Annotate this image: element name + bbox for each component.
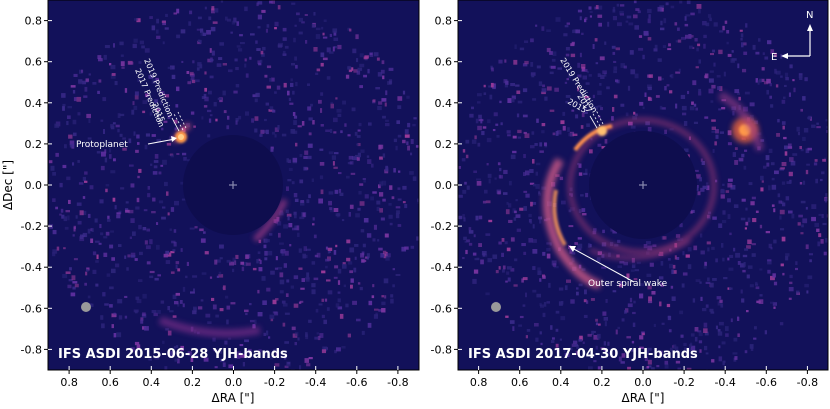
right-protoplanet-blob [597,126,607,136]
y-tick-label: -0.4 [21,261,42,274]
x-tick-label: 0.4 [143,376,161,389]
right-xlabel: ΔRA ["] [622,391,665,405]
left-xlabel: ΔRA ["] [212,391,255,405]
right-spiral-label: Outer spiral wake [588,279,668,289]
y-tick-label: -0.8 [21,343,42,356]
left-beam-circle [81,302,91,312]
y-tick-label: 0.2 [435,138,453,151]
y-tick-label: 0.6 [25,56,43,69]
y-tick-label: -0.6 [21,302,42,315]
right-beam-circle [491,302,501,312]
y-tick-label: 0.6 [435,56,453,69]
right-panel: Outer spiral wake 2019 Prediction 2017 2… [431,0,830,405]
y-tick-label: 0.0 [25,179,43,192]
x-tick-label: 0.6 [511,376,529,389]
y-tick-label: 0.4 [435,97,453,110]
y-tick-label: -0.2 [431,220,452,233]
x-tick-label: -0.6 [346,376,367,389]
x-tick-label: -0.8 [387,376,408,389]
left-ylabel: ΔDec ["] [1,160,15,210]
y-tick-label: 0.2 [25,138,43,151]
left-panel: Protoplanet 2019 Prediction 2017 Predict… [1,0,421,405]
x-tick-label: 0.0 [225,376,243,389]
compass-east-label: E [771,52,777,63]
x-tick-label: 0.8 [60,376,78,389]
right-panel-title: IFS ASDI 2017-04-30 YJH-bands [468,347,698,362]
x-tick-label: -0.2 [673,376,694,389]
compass-north-label: N [806,10,813,21]
x-tick-label: 0.8 [470,376,488,389]
y-tick-label: -0.6 [431,302,452,315]
y-tick-label: -0.2 [21,220,42,233]
y-tick-label: 0.0 [435,179,453,192]
x-tick-label: 0.6 [101,376,119,389]
y-tick-label: 0.8 [435,15,453,28]
y-tick-label: 0.8 [25,15,43,28]
x-tick-label: 0.4 [552,376,570,389]
x-tick-label: 0.2 [184,376,202,389]
y-tick-label: 0.4 [25,97,43,110]
x-tick-label: -0.4 [714,376,735,389]
x-tick-label: -0.6 [756,376,777,389]
x-tick-label: -0.2 [264,376,285,389]
x-tick-label: -0.4 [305,376,326,389]
x-tick-label: 0.2 [593,376,611,389]
left-protoplanet-label: Protoplanet [76,140,128,150]
x-tick-label: 0.0 [634,376,652,389]
left-panel-title: IFS ASDI 2015-06-28 YJH-bands [58,347,288,362]
y-tick-label: -0.8 [431,343,452,356]
x-tick-label: -0.8 [797,376,818,389]
y-tick-label: -0.4 [431,261,452,274]
